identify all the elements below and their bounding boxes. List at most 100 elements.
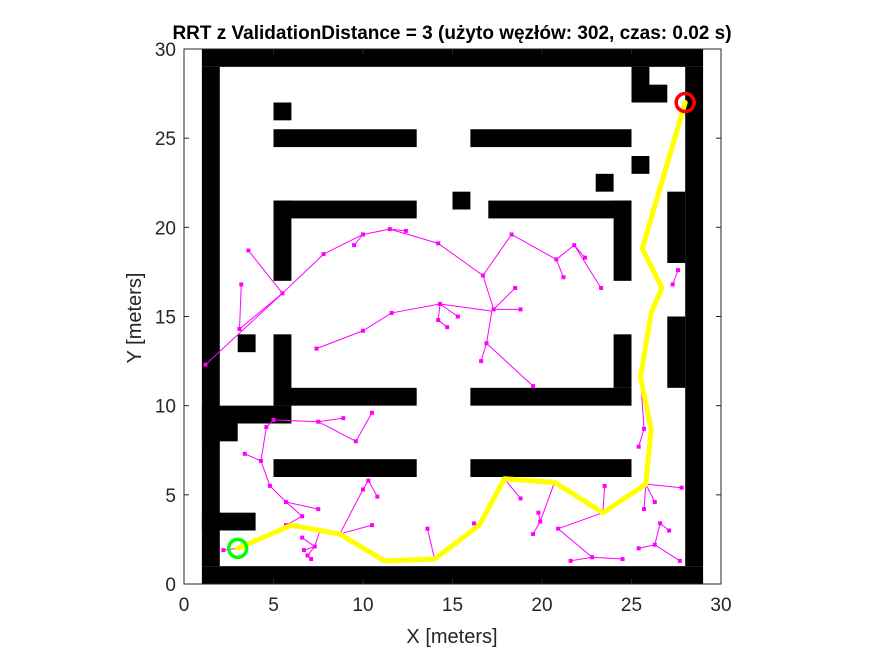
tree-node xyxy=(554,257,559,262)
tree-edge xyxy=(285,501,319,510)
tree-edge xyxy=(493,287,516,310)
tree-node xyxy=(679,485,684,490)
tree-node xyxy=(491,307,496,312)
tree-node xyxy=(239,282,244,287)
tree-edge xyxy=(355,412,373,442)
tree-node xyxy=(242,451,247,456)
x-tick-label: 30 xyxy=(710,595,731,616)
tree-edge xyxy=(282,253,324,294)
tree-node xyxy=(518,307,523,312)
obstacle-cell xyxy=(488,200,632,219)
obstacle-cell xyxy=(667,316,686,388)
tree-node xyxy=(582,255,587,260)
tree-node xyxy=(642,507,647,512)
obstacle-cell xyxy=(470,459,632,477)
tree-node xyxy=(590,555,595,560)
tree-edge xyxy=(318,421,357,442)
tree-edge xyxy=(654,523,661,545)
tree-node xyxy=(267,483,272,488)
x-axis-ticks: 0 5 10 15 20 25 30 xyxy=(179,49,732,616)
obstacle-cell xyxy=(273,200,417,219)
axes xyxy=(183,48,722,585)
tree-node xyxy=(425,526,430,531)
tree-node xyxy=(513,285,518,290)
obstacle-cell xyxy=(273,387,417,406)
tree-node xyxy=(284,499,289,504)
chart-title: RRT z ValidationDistance = 3 (użyto węzł… xyxy=(172,23,731,44)
y-tick-label: 5 xyxy=(165,486,176,507)
obstacle-cell xyxy=(452,191,471,210)
tree-node xyxy=(471,521,476,526)
tree-edge xyxy=(437,242,484,276)
tree-node xyxy=(677,558,682,563)
tree-edge xyxy=(482,234,512,276)
x-tick-label: 20 xyxy=(531,595,552,616)
tree-node xyxy=(602,483,607,488)
tree-node xyxy=(403,228,408,233)
tree-edge xyxy=(301,537,315,547)
tree-edge xyxy=(339,489,364,535)
tree-edge xyxy=(391,303,441,314)
tree-node xyxy=(389,310,394,315)
x-tick-label: 25 xyxy=(621,595,642,616)
tree-edge xyxy=(486,311,493,344)
tree-edge xyxy=(316,330,364,350)
tree-node xyxy=(484,341,489,346)
tree-node xyxy=(203,362,208,367)
tree-edge xyxy=(570,556,593,562)
tree-node xyxy=(361,328,365,333)
obstacle-cell xyxy=(201,512,256,531)
tree-node xyxy=(436,318,441,323)
tree-edge xyxy=(555,259,564,278)
tree-node xyxy=(445,325,450,330)
planned-path-layer xyxy=(235,100,688,564)
planned-path xyxy=(235,100,688,564)
tree-node xyxy=(361,232,365,237)
tree-node xyxy=(309,557,314,562)
tree-edge xyxy=(285,501,303,517)
tree-node xyxy=(556,526,561,531)
rrt-tree-layer xyxy=(203,227,684,563)
y-tick-label: 15 xyxy=(155,308,176,329)
tree-edge xyxy=(273,419,319,423)
tree-node xyxy=(316,419,321,424)
tree-node xyxy=(301,548,306,553)
tree-edge xyxy=(645,483,682,489)
tree-node xyxy=(437,302,442,307)
tree-node xyxy=(455,314,460,319)
tree-edge xyxy=(532,521,541,535)
tree-edge xyxy=(638,428,645,447)
tree-edge xyxy=(654,544,681,562)
tree-node xyxy=(531,384,536,389)
tree-node xyxy=(436,241,441,246)
tree-edge xyxy=(439,303,459,317)
tree-edge xyxy=(260,460,271,487)
tree-edge xyxy=(557,512,604,530)
tree-node xyxy=(599,285,604,290)
x-tick-label: 5 xyxy=(268,595,279,616)
obstacle-cell xyxy=(273,102,292,121)
tree-node xyxy=(536,510,541,515)
tree-node xyxy=(246,248,251,253)
obstacle-cell xyxy=(201,423,238,442)
x-tick-label: 10 xyxy=(352,595,373,616)
goal-marker xyxy=(674,91,696,114)
y-axis-ticks: 0 5 10 15 20 25 30 xyxy=(155,40,721,596)
tree-node xyxy=(572,243,577,248)
tree-node xyxy=(369,523,374,528)
tree-node xyxy=(636,546,641,551)
tree-edge xyxy=(482,275,495,310)
tree-node xyxy=(258,458,263,463)
obstacle-cell xyxy=(631,84,668,103)
y-tick-label: 20 xyxy=(155,218,176,239)
tree-node xyxy=(305,553,310,558)
tree-edge xyxy=(362,312,392,332)
obstacle-cell xyxy=(201,49,704,67)
tree-edge xyxy=(239,292,283,330)
tree-node xyxy=(312,544,317,549)
tree-edge xyxy=(248,250,283,294)
tree-node xyxy=(676,268,681,273)
tree-edge xyxy=(638,544,655,549)
tree-edge xyxy=(557,528,593,558)
